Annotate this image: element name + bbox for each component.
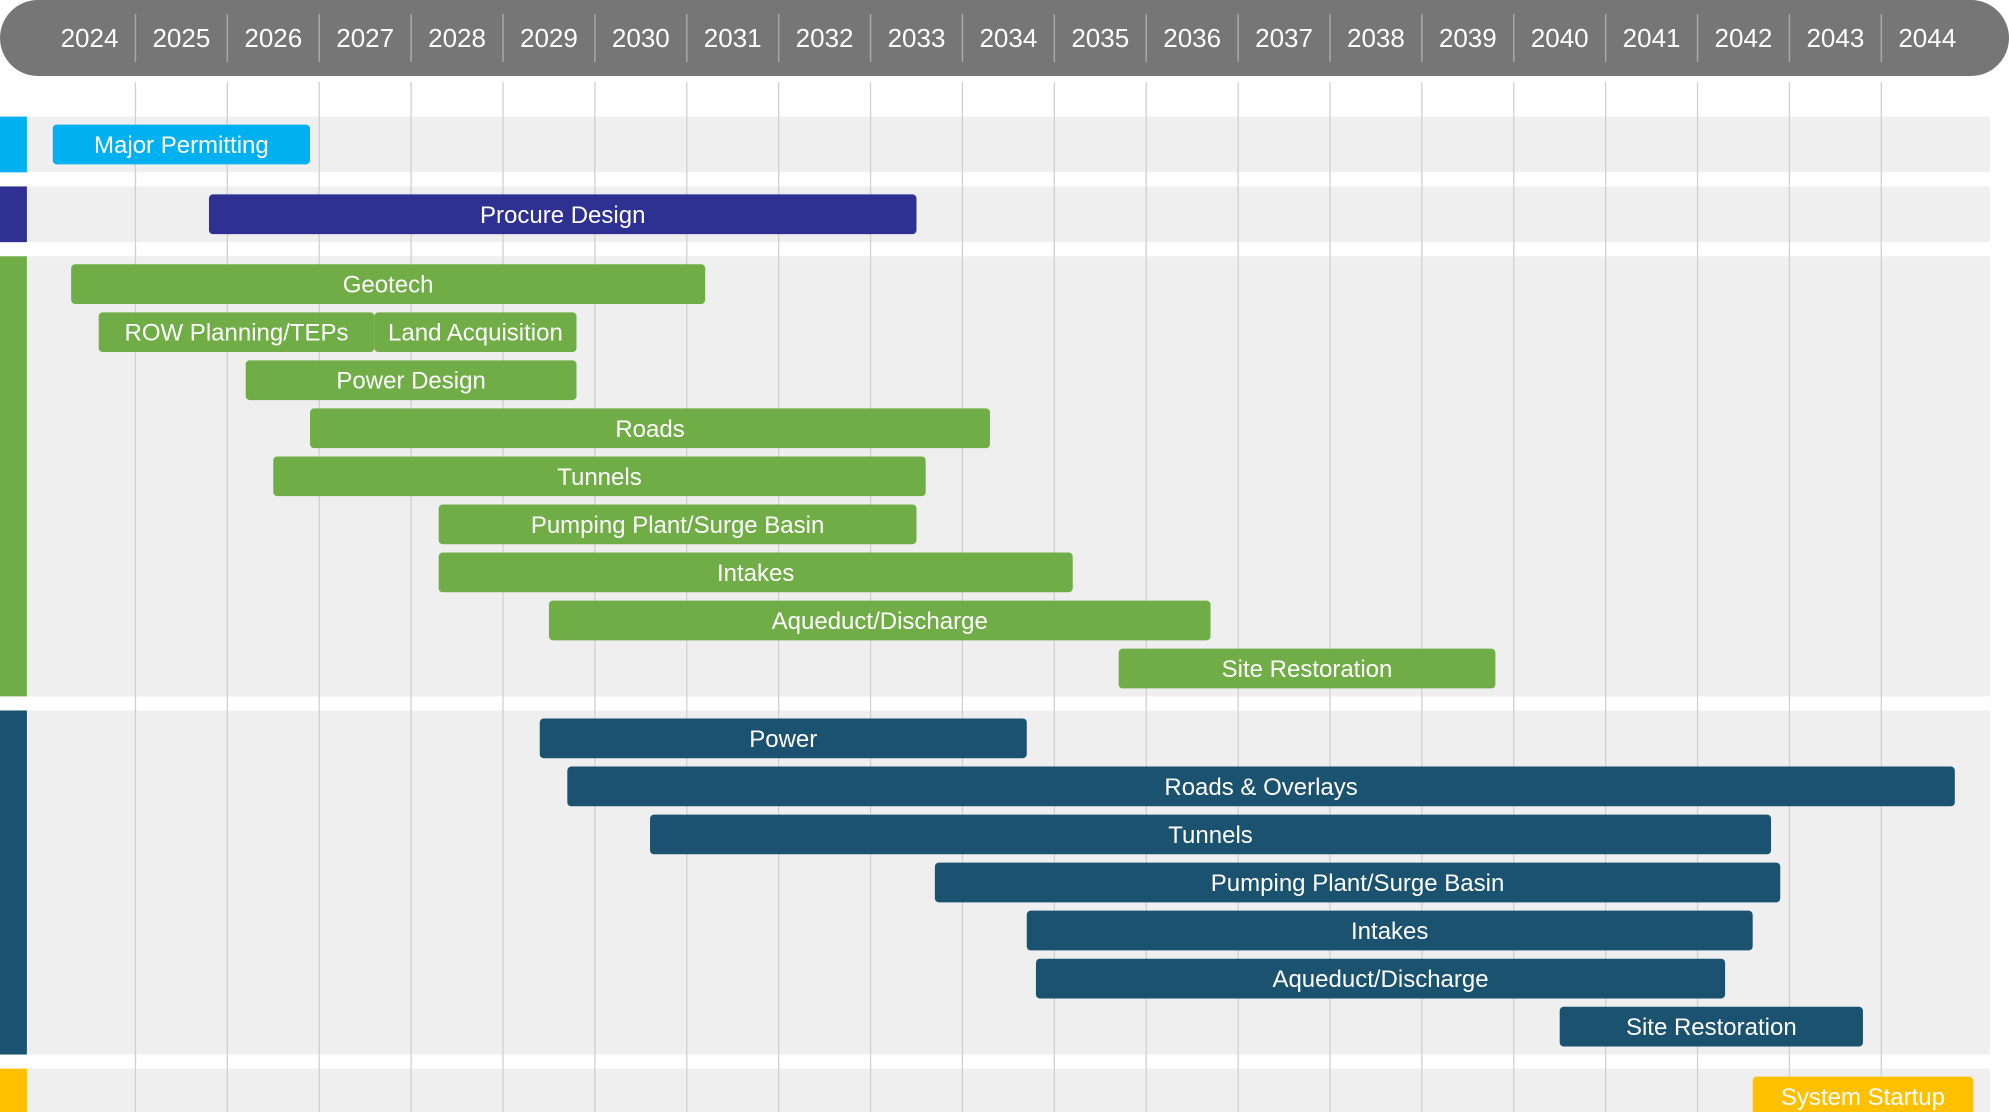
task-bar [71, 264, 706, 304]
task-bar [539, 718, 1027, 759]
task-bar [650, 814, 1772, 855]
task-label: Intakes [717, 560, 794, 587]
x-tick-label: 2039 [1439, 23, 1497, 53]
task-label: Land Acquisition [388, 320, 563, 347]
task-label: Major Permitting [94, 132, 269, 159]
x-tick-label: 2025 [152, 23, 210, 53]
task-label: System Startup [1781, 1084, 1945, 1111]
task-label: Tunnels [557, 464, 642, 491]
task-label: Pumping Plant/Surge Basin [1211, 870, 1505, 897]
x-tick-label: 2032 [796, 23, 854, 53]
group-strip [0, 186, 27, 243]
task-bar [438, 552, 1073, 593]
x-tick-label: 2040 [1531, 23, 1589, 53]
group-strip [0, 116, 27, 173]
task-bar [273, 456, 926, 497]
x-tick-label: 2031 [704, 23, 762, 53]
x-tick-label: 2037 [1255, 23, 1313, 53]
task-bar [98, 312, 375, 353]
x-tick-label: 2041 [1623, 23, 1681, 53]
x-tick-label: 2030 [612, 23, 670, 53]
task-label: Aqueduct/Discharge [772, 608, 988, 635]
task-label: Roads [615, 416, 684, 443]
task-bar [208, 194, 917, 235]
task-bar [245, 360, 577, 401]
task-bar [1118, 648, 1496, 689]
group-strip [0, 256, 27, 697]
x-tick-label: 2036 [1163, 23, 1221, 53]
task-label: Tunnels [1168, 822, 1253, 849]
x-tick-label: 2044 [1898, 23, 1956, 53]
task-label: Aqueduct/Discharge [1272, 966, 1488, 993]
task-label: Pumping Plant/Surge Basin [531, 512, 825, 539]
x-tick-label: 2042 [1715, 23, 1773, 53]
x-tick-label: 2033 [888, 23, 946, 53]
task-bar [374, 312, 577, 353]
task-label: Site Restoration [1626, 1014, 1797, 1041]
task-bar [310, 408, 991, 449]
x-tick-label: 2043 [1806, 23, 1864, 53]
task-bar [1035, 958, 1726, 999]
task-bar [1026, 910, 1753, 951]
task-label: Intakes [1351, 918, 1428, 945]
task-label: Power [749, 726, 817, 753]
x-tick-label: 2024 [61, 23, 119, 53]
header-band [0, 0, 2009, 76]
task-bar [934, 862, 1781, 903]
x-tick-label: 2029 [520, 23, 578, 53]
task-bar [1752, 1076, 1974, 1112]
task-bar [52, 124, 311, 165]
task-bar [1559, 1006, 1863, 1047]
group-strip [0, 710, 27, 1055]
task-label: Procure Design [480, 202, 645, 229]
task-bar [548, 600, 1211, 641]
group-band [26, 1068, 1990, 1112]
task-label: Roads & Overlays [1164, 774, 1357, 801]
task-bar [567, 766, 1955, 807]
x-tick-label: 2038 [1347, 23, 1405, 53]
task-label: Geotech [343, 272, 434, 299]
x-tick-label: 2028 [428, 23, 486, 53]
task-bar [438, 504, 917, 545]
x-tick-label: 2026 [244, 23, 302, 53]
task-label: ROW Planning/TEPs [124, 320, 348, 347]
group-band [26, 116, 1990, 173]
x-tick-label: 2027 [336, 23, 394, 53]
task-label: Site Restoration [1222, 656, 1393, 683]
group-strip [0, 1068, 27, 1112]
x-tick-label: 2034 [979, 23, 1037, 53]
x-tick-label: 2035 [1071, 23, 1129, 53]
task-label: Power Design [336, 368, 485, 395]
